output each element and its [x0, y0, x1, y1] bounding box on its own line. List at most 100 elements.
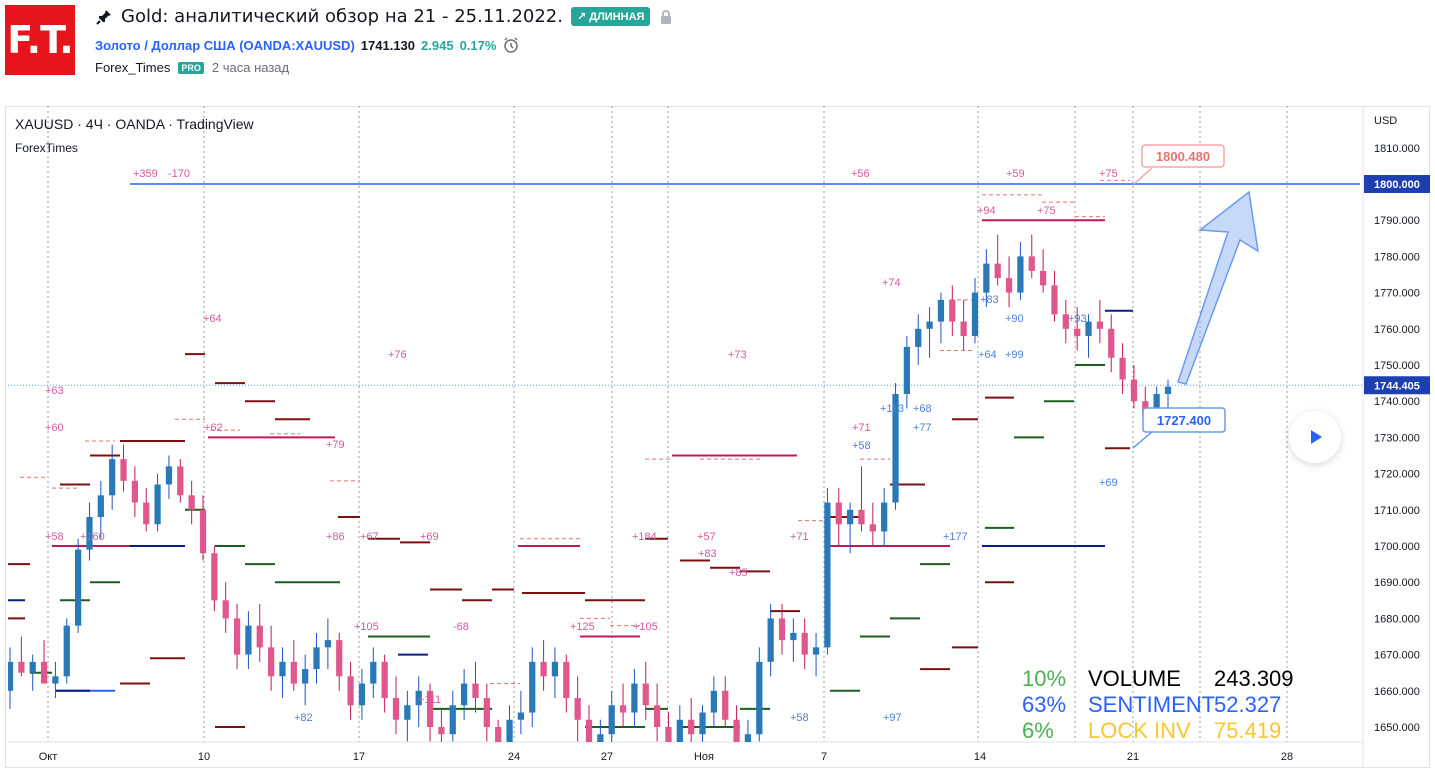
candle-body — [1164, 386, 1172, 394]
annotation-label: +58 — [852, 440, 871, 452]
candle-body — [86, 517, 93, 550]
y-tick-label: 1780.000 — [1374, 251, 1420, 263]
candle-body — [1119, 357, 1126, 380]
candle-body — [426, 690, 434, 727]
symbol-change: 2.945 — [421, 37, 454, 53]
chart-subtitle: ForexTimes — [15, 141, 78, 155]
candle-body — [154, 484, 161, 525]
x-tick-label: 28 — [1281, 751, 1293, 763]
candle-body — [563, 661, 570, 699]
annotation-label: +160 — [80, 531, 105, 543]
candle-body — [404, 705, 411, 720]
play-button[interactable] — [1289, 411, 1341, 463]
alarm-clock-icon[interactable] — [502, 36, 520, 54]
annotation-label: +86 — [326, 531, 345, 543]
legend-pct: 10% — [1022, 666, 1066, 691]
annotation-label: +111 — [418, 694, 441, 706]
candle-body — [381, 661, 388, 699]
annotation-label: +97 — [883, 712, 902, 724]
candle-body — [1153, 393, 1160, 416]
candle-body — [710, 690, 718, 713]
legend-label: LOCK INV — [1088, 718, 1191, 743]
candle-body — [801, 632, 808, 655]
pin-icon — [95, 8, 113, 26]
y-tick-label: 1680.000 — [1374, 613, 1420, 625]
annotation-label: +62 — [204, 422, 223, 434]
annotation-label: +58 — [790, 712, 809, 724]
annotation-label: +60 — [45, 422, 64, 434]
candle-body — [1017, 256, 1024, 293]
annotation-label: +67 — [360, 531, 379, 543]
annotation-label: +79 — [326, 439, 345, 451]
callout-high-label: 1800.480 — [1156, 149, 1210, 164]
lock-icon — [658, 9, 674, 25]
candle-body — [949, 299, 956, 322]
plot-area: +359 -170 +56 +59 +75 +94 +75 +64 +76 +73 +74 +63 +6… — [8, 168, 1363, 742]
candle-body — [313, 647, 320, 670]
y-tick-label: 1720.000 — [1374, 469, 1420, 481]
legend-label: VOLUME — [1088, 666, 1181, 691]
candle-body — [336, 640, 343, 677]
annotation-label: -68 — [453, 621, 469, 633]
annotation-label: +90 — [1005, 313, 1024, 325]
long-badge: ↗ ДЛИННАЯ — [570, 7, 651, 26]
annotation-label: +105 — [633, 621, 658, 633]
symbol-link[interactable]: Золото / Доллар США (OANDA:XAUUSD) — [95, 37, 355, 53]
legend-pct: 63% — [1022, 692, 1066, 717]
x-tick-label: 27 — [601, 751, 613, 763]
annotation-label: +113 — [880, 403, 904, 415]
candle-body — [619, 705, 627, 713]
candle-body — [881, 502, 888, 532]
candle-body — [1028, 256, 1035, 271]
candle-body — [358, 683, 366, 706]
annotation-label: +93 — [1068, 313, 1087, 325]
candle-body — [324, 640, 332, 648]
candle-body — [1130, 379, 1138, 402]
candle-body — [483, 698, 490, 727]
candle-body — [415, 690, 422, 706]
candle-body — [449, 705, 456, 735]
legend-label: SENTIMENT — [1088, 692, 1215, 717]
forex-times-logo[interactable]: F.T. — [5, 5, 75, 75]
annotation-label: +76 — [388, 349, 407, 361]
x-tick-label: 10 — [198, 751, 210, 763]
candle-body — [540, 661, 547, 677]
candle-body — [29, 661, 36, 673]
annotation-label: +64 — [203, 313, 222, 325]
y-tick-label: 1760.000 — [1374, 324, 1420, 336]
candle-body — [109, 459, 116, 496]
candle-body — [506, 719, 513, 742]
candle-body — [302, 669, 309, 684]
candle-body — [131, 480, 139, 503]
annotation-label: +56 — [851, 168, 870, 180]
candle-body — [1096, 321, 1104, 329]
annotation-label: +69 — [1099, 477, 1118, 489]
current-price-tag — [1364, 376, 1430, 395]
candle-body — [177, 466, 184, 496]
level-price-label: 1800.000 — [1374, 179, 1420, 191]
pro-badge: PRO — [178, 61, 204, 74]
candle-body — [699, 712, 706, 735]
candle-body — [631, 683, 638, 713]
legend-pct: 6% — [1022, 718, 1054, 743]
author-row: Forex_Times PRO 2 часа назад — [95, 60, 289, 75]
candle-body — [733, 719, 740, 742]
y-tick-label: 1670.000 — [1374, 650, 1420, 662]
candle-body — [143, 502, 150, 525]
y-tick-label: 1750.000 — [1374, 360, 1420, 372]
y-tick-label: 1730.000 — [1374, 432, 1420, 444]
candle-body — [778, 618, 786, 641]
candle-body — [347, 676, 354, 706]
callout-box — [1141, 144, 1225, 168]
annotation-label: +75 — [1099, 168, 1118, 180]
candle-body — [551, 661, 559, 677]
annotation-label: +71 — [852, 422, 871, 434]
callout-low-label: 1727.400 — [1157, 413, 1211, 428]
candle-body — [290, 661, 297, 684]
y-tick-label: 1770.000 — [1374, 288, 1420, 300]
candle-body — [960, 321, 967, 337]
candle-body — [858, 509, 865, 525]
y-tick-label: 1650.000 — [1374, 722, 1420, 734]
author-link[interactable]: Forex_Times — [95, 60, 171, 75]
